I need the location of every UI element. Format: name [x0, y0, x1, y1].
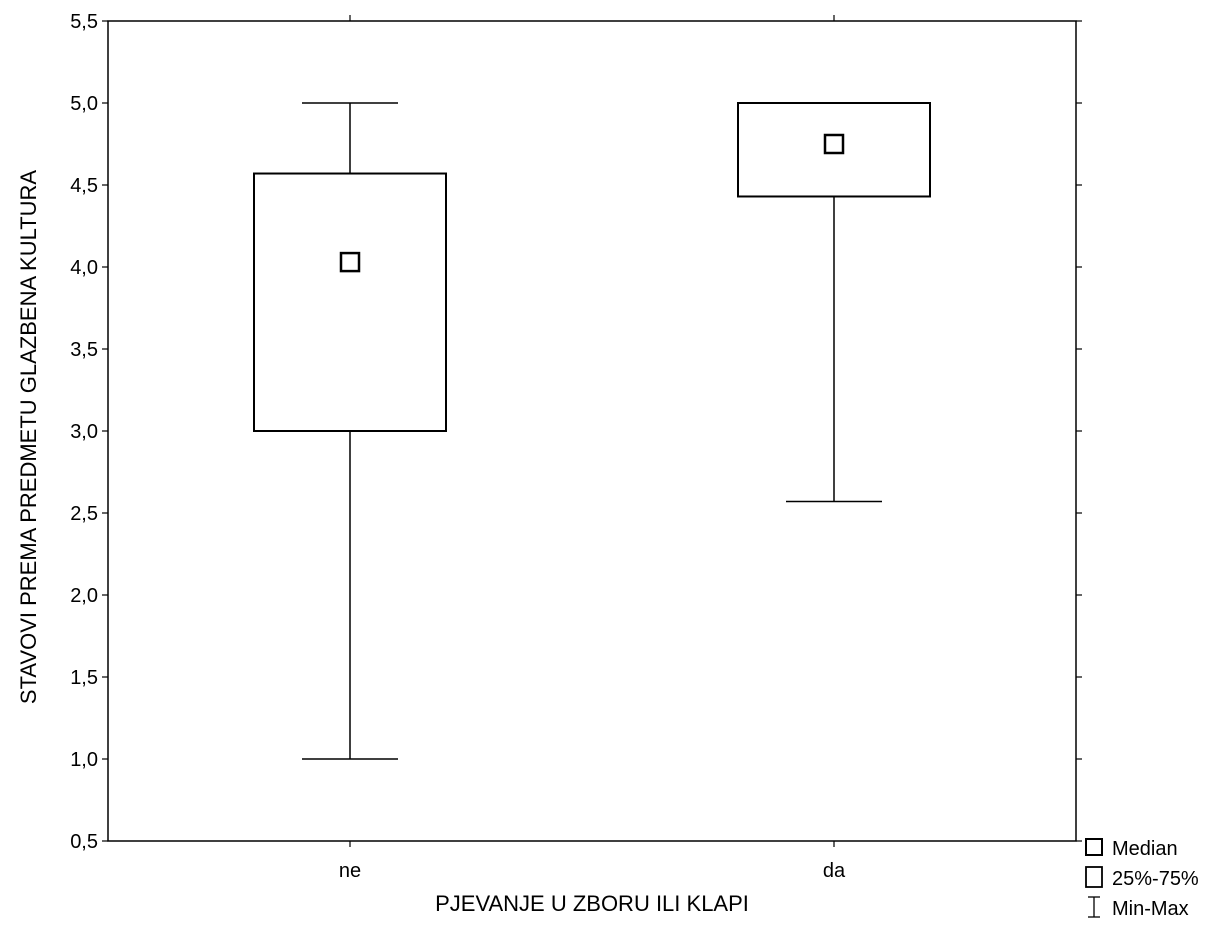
- y-tick-label: 1,0: [70, 749, 98, 771]
- y-tick-label: 1,5: [70, 667, 98, 689]
- y-tick-label: 3,0: [70, 421, 98, 443]
- legend-whisker-icon: [1088, 896, 1100, 918]
- y-tick-label: 5,5: [70, 11, 98, 33]
- x-axis-label: PJEVANJE U ZBORU ILI KLAPI: [435, 891, 749, 916]
- box-series: [253, 102, 931, 760]
- legend: Median 25%-75% Min-Max: [1085, 838, 1199, 920]
- legend-median-icon: [1085, 838, 1103, 856]
- y-axis: 0,5 1,0 1,5 2,0 2,5 3,0 3,5 4,0 4,5 5,0 5,5: [70, 11, 1082, 853]
- x-tick-label: ne: [339, 860, 361, 882]
- box-da: [737, 102, 931, 503]
- y-tick-label: 5,0: [70, 93, 98, 115]
- y-tick-label: 4,0: [70, 257, 98, 279]
- x-tick-label: da: [823, 860, 846, 882]
- median-marker: [823, 133, 845, 155]
- y-tick-label: 4,5: [70, 175, 98, 197]
- y-tick-label: 2,0: [70, 585, 98, 607]
- box-ne: [253, 102, 447, 760]
- y-tick-label: 3,5: [70, 339, 98, 361]
- iqr-box: [253, 172, 447, 433]
- legend-label: Median: [1112, 838, 1178, 860]
- legend-label: Min-Max: [1112, 898, 1189, 920]
- y-axis-label: STAVOVI PREMA PREDMETU GLAZBENA KULTURA: [16, 170, 41, 705]
- median-marker: [339, 251, 361, 273]
- legend-box-icon: [1085, 866, 1103, 888]
- y-tick-label: 0,5: [70, 831, 98, 853]
- x-axis: ne da: [339, 15, 846, 882]
- legend-label: 25%-75%: [1112, 868, 1199, 890]
- y-tick-label: 2,5: [70, 503, 98, 525]
